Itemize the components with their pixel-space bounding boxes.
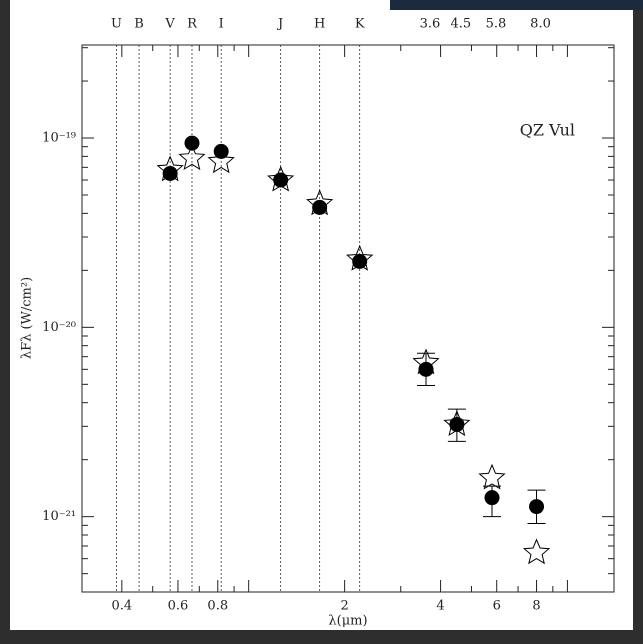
page bbox=[10, 0, 633, 630]
x-axis-label: λ(μm) bbox=[328, 614, 367, 629]
model-star bbox=[178, 144, 206, 171]
x-tick-label: 8 bbox=[532, 599, 540, 614]
filter-label: H bbox=[314, 17, 325, 32]
filter-label: V bbox=[164, 17, 175, 32]
y-tick-label: 10⁻²⁰ bbox=[42, 320, 76, 335]
model-star bbox=[443, 410, 471, 437]
y-tick-label: 10⁻²¹ bbox=[42, 509, 76, 524]
x-tick-label: 0.6 bbox=[168, 599, 189, 614]
filter-label: 8.0 bbox=[530, 17, 551, 32]
data-point bbox=[529, 499, 545, 515]
filter-label: B bbox=[134, 17, 144, 32]
model-star bbox=[522, 538, 551, 565]
data-point bbox=[449, 416, 465, 432]
corner bbox=[390, 0, 643, 10]
data-point bbox=[312, 199, 328, 215]
filter-label: K bbox=[355, 17, 365, 32]
model-star bbox=[207, 147, 235, 174]
annotation: QZ Vul bbox=[520, 121, 575, 140]
y-tick-label: 10⁻¹⁹ bbox=[42, 131, 76, 146]
filter-label: 3.6 bbox=[420, 17, 441, 32]
x-tick-label: 0.4 bbox=[111, 599, 132, 614]
model-star bbox=[156, 155, 184, 182]
x-tick-label: 0.8 bbox=[207, 599, 228, 614]
data-point bbox=[484, 490, 500, 506]
filter-label: I bbox=[219, 17, 224, 32]
model-star bbox=[412, 348, 440, 375]
model-star bbox=[267, 165, 295, 192]
x-tick-label: 6 bbox=[493, 599, 501, 614]
model-star bbox=[346, 244, 374, 271]
x-tick-label: 4 bbox=[436, 599, 444, 614]
data-point bbox=[273, 172, 289, 188]
filter-label: R bbox=[187, 17, 198, 32]
x-tick-label: 2 bbox=[340, 599, 348, 614]
filter-label: 5.8 bbox=[486, 17, 507, 32]
filter-label: 4.5 bbox=[451, 17, 472, 32]
data-point bbox=[213, 143, 229, 159]
filter-label: U bbox=[111, 17, 122, 32]
data-point bbox=[418, 361, 434, 377]
data-point bbox=[352, 253, 368, 269]
data-point bbox=[162, 165, 178, 181]
data-point bbox=[184, 135, 200, 151]
model-star bbox=[478, 463, 506, 490]
model-star bbox=[306, 189, 334, 216]
y-axis-label: λFλ (W/cm²) bbox=[20, 277, 35, 359]
plot-frame bbox=[81, 44, 615, 593]
filter-label: J bbox=[276, 17, 283, 32]
